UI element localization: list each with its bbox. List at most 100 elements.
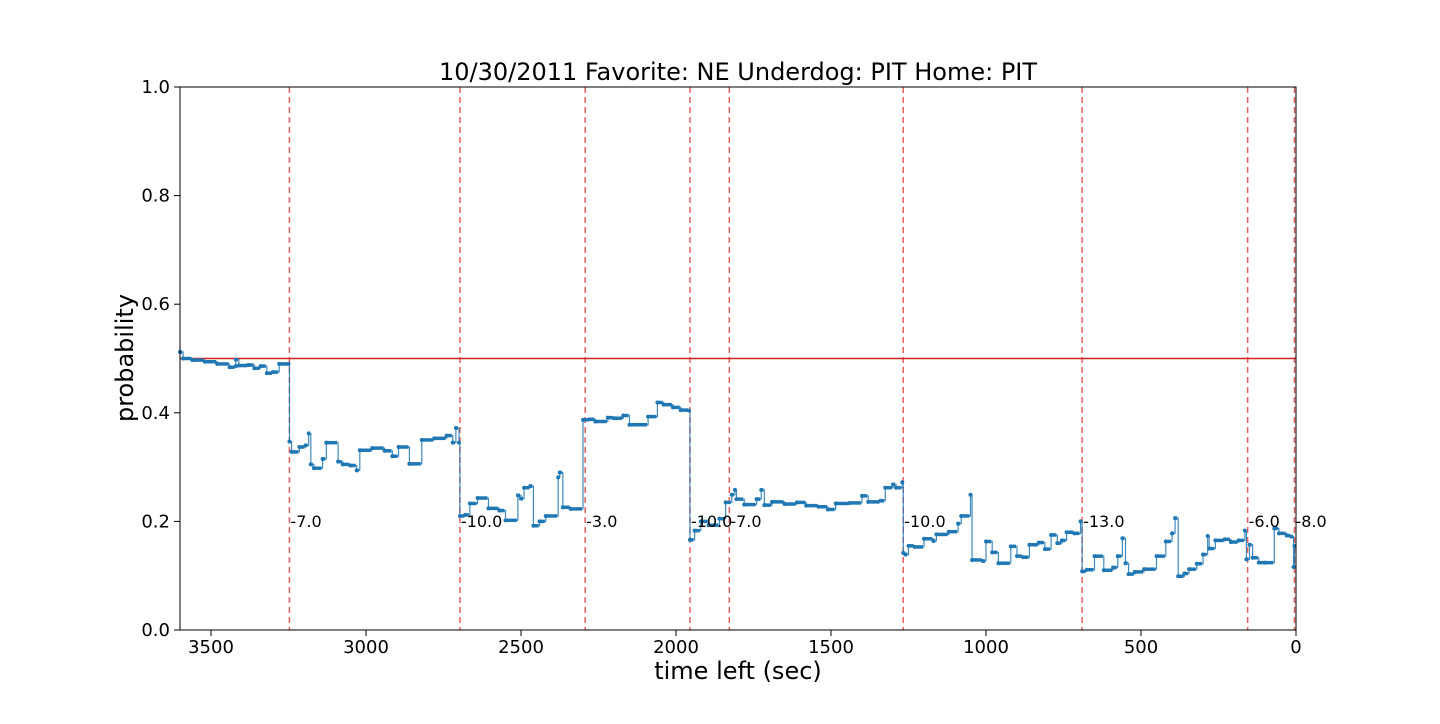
axes: 3500 3000 2500 2000 1500 1000 500 0 0.0 0.2 0.4 0.6… (141, 77, 1301, 658)
data-point (543, 513, 548, 518)
data-point (934, 532, 939, 537)
data-point (246, 363, 251, 368)
data-point (678, 408, 683, 413)
data-point (922, 536, 926, 541)
data-point (847, 500, 852, 505)
data-point (593, 419, 598, 424)
data-point (1078, 519, 1083, 524)
data-point (883, 485, 888, 490)
data-point (528, 484, 533, 489)
data-point (308, 462, 313, 467)
y-tick-label: 0.6 (141, 294, 170, 315)
data-point (816, 504, 821, 509)
data-point (1263, 560, 1267, 565)
data-point (390, 454, 395, 459)
data-point (1059, 538, 1064, 543)
data-point (1027, 542, 1032, 547)
data-point (1132, 569, 1137, 574)
data-point (357, 448, 362, 453)
data-point (486, 506, 491, 511)
data-point (770, 499, 775, 504)
data-point (732, 487, 737, 492)
data-point (894, 485, 899, 490)
data-point (236, 363, 241, 368)
data-point (729, 492, 734, 497)
data-point (1250, 555, 1255, 560)
data-point (1008, 544, 1013, 549)
data-point (1049, 532, 1054, 537)
score-change-label: -7.0 (730, 512, 761, 531)
data-point (1154, 554, 1159, 559)
data-point (959, 513, 964, 518)
x-tick-label: 3000 (343, 637, 389, 658)
data-point (1084, 567, 1089, 572)
x-tick-label: 0 (1290, 637, 1301, 658)
data-point (450, 440, 455, 445)
data-point (233, 364, 238, 369)
data-point (717, 516, 722, 521)
data-point (1092, 554, 1097, 559)
data-point (286, 361, 291, 366)
data-point (1187, 567, 1192, 572)
data-point (621, 413, 626, 418)
data-point (190, 358, 195, 363)
data-point (1126, 572, 1131, 577)
data-point (1015, 554, 1019, 559)
data-point (698, 519, 703, 524)
data-point (258, 364, 263, 369)
data-point (900, 480, 905, 485)
data-point (754, 497, 759, 502)
data-point (687, 408, 692, 413)
data-point (497, 508, 502, 513)
data-point (1222, 537, 1227, 542)
data-point (1244, 557, 1249, 562)
data-point (1194, 561, 1199, 566)
data-point (382, 448, 387, 453)
y-tick-label: 0.2 (141, 511, 170, 532)
data-point (866, 499, 871, 504)
x-tick-label: 1500 (808, 637, 854, 658)
data-point (370, 446, 375, 451)
data-point (1242, 528, 1247, 533)
data-point (1228, 540, 1233, 545)
x-tick-label: 3500 (188, 637, 234, 658)
data-point (336, 459, 341, 464)
data-point (1236, 538, 1241, 543)
data-point (825, 507, 830, 512)
data-point (860, 493, 864, 498)
score-change-label: -10.0 (904, 512, 945, 531)
data-point (537, 519, 542, 524)
x-tick-label: 500 (1124, 637, 1158, 658)
data-point (1021, 555, 1026, 560)
data-point (233, 357, 238, 362)
plot-frame (179, 86, 1297, 631)
data-point (557, 470, 562, 475)
data-point (878, 498, 883, 503)
data-point (227, 365, 232, 370)
data-point (1123, 561, 1128, 566)
data-point (1115, 554, 1120, 559)
data-point (1182, 571, 1187, 576)
data-point (324, 440, 329, 445)
data-point (605, 415, 610, 420)
data-point (453, 426, 458, 431)
data-point (348, 463, 353, 468)
data-point (996, 561, 1001, 566)
data-point (646, 414, 651, 419)
data-point (1170, 531, 1174, 536)
data-point (931, 538, 936, 543)
data-point (984, 539, 988, 544)
data-point (444, 433, 449, 438)
data-point (903, 552, 908, 557)
data-point (968, 492, 973, 497)
data-point (1111, 565, 1116, 570)
data-point (1213, 538, 1218, 543)
score-change-label: -6.0 (1249, 512, 1280, 531)
data-point (1292, 543, 1297, 548)
data-point (980, 559, 985, 564)
data-point (627, 422, 632, 427)
data-point (956, 521, 961, 526)
score-change-label: -3.0 (586, 512, 617, 531)
